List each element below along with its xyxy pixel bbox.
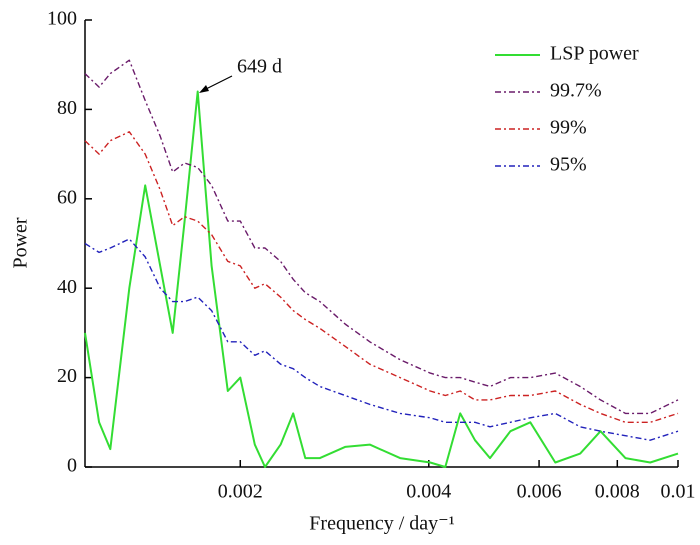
x-tick-label: 0.004 bbox=[406, 481, 451, 503]
y-tick-label: 60 bbox=[57, 186, 77, 208]
series-line bbox=[84, 238, 679, 441]
legend-label: 99.7% bbox=[550, 80, 602, 102]
annotation-arrow bbox=[203, 75, 233, 91]
series-line bbox=[84, 59, 679, 415]
x-tick-label: 0.01 bbox=[661, 481, 696, 503]
annotation: 649 d bbox=[237, 56, 282, 78]
legend-label: LSP power bbox=[550, 43, 639, 65]
y-axis-label: Power bbox=[10, 217, 32, 268]
legend-label: 99% bbox=[550, 117, 587, 139]
y-tick-label: 20 bbox=[57, 365, 77, 387]
legend-label: 95% bbox=[550, 154, 587, 176]
arrow-head bbox=[199, 85, 209, 93]
x-tick-label: 0.008 bbox=[595, 481, 640, 503]
series-line bbox=[84, 90, 679, 468]
x-tick-label: 0.006 bbox=[517, 481, 562, 503]
y-tick-label: 100 bbox=[47, 8, 77, 30]
x-tick-label: 0.002 bbox=[218, 481, 263, 503]
x-axis-label: Frequency / day⁻¹ bbox=[309, 513, 454, 535]
y-tick-label: 80 bbox=[57, 97, 77, 119]
y-tick-label: 0 bbox=[67, 455, 77, 477]
series-line bbox=[84, 131, 679, 423]
y-tick-label: 40 bbox=[57, 276, 77, 298]
